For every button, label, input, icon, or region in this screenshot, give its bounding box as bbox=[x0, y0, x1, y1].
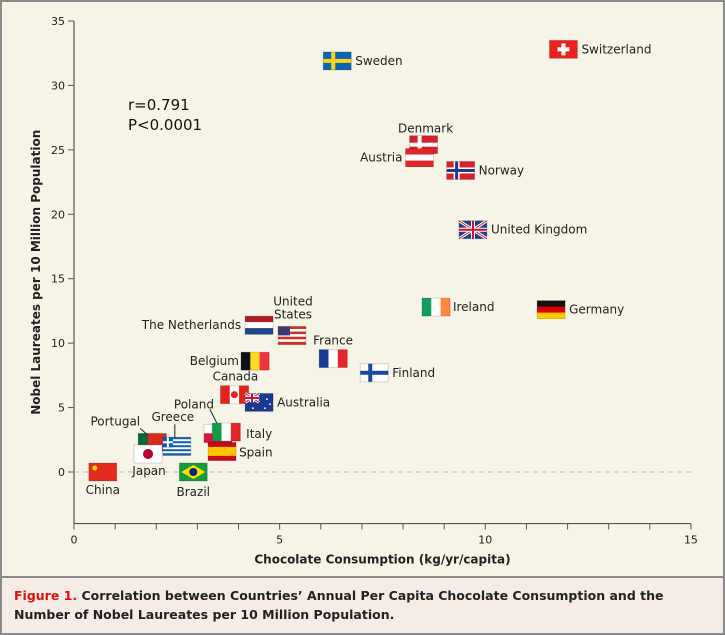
leader-line bbox=[209, 409, 219, 426]
x-tick-label: 5 bbox=[276, 534, 283, 547]
point-label: Japan bbox=[131, 464, 165, 478]
point-label: The Netherlands bbox=[141, 318, 241, 332]
y-tick-label: 20 bbox=[51, 208, 65, 221]
flag-china bbox=[88, 462, 118, 482]
flag-france bbox=[318, 349, 348, 369]
y-tick-label: 15 bbox=[51, 273, 65, 286]
point-label: Denmark bbox=[398, 122, 453, 136]
point-label: Portugal bbox=[90, 414, 140, 428]
leader-line bbox=[139, 427, 149, 436]
stat-annotation: P<0.0001 bbox=[128, 116, 202, 134]
point-label: Spain bbox=[239, 445, 273, 459]
point-label: Canada bbox=[213, 370, 259, 384]
x-tick-label: 15 bbox=[684, 534, 698, 547]
point-label: United bbox=[273, 294, 312, 308]
flag-belgium bbox=[240, 351, 270, 371]
point-label: United Kingdom bbox=[491, 223, 587, 237]
x-tick-label: 10 bbox=[478, 534, 492, 547]
flag-germany bbox=[536, 300, 566, 320]
point-label: France bbox=[313, 334, 353, 348]
flag-spain bbox=[207, 441, 237, 461]
point-label: Ireland bbox=[453, 300, 495, 314]
point-label: Sweden bbox=[355, 54, 402, 68]
flag-greece bbox=[162, 436, 192, 456]
scatter-chart: 0 5 10 15 0 5 10 15 20 25 30 35 Chocolate Consumptio… bbox=[29, 15, 698, 567]
point-label: China bbox=[86, 483, 120, 497]
flag-sweden bbox=[322, 51, 352, 71]
point-label: Belgium bbox=[190, 354, 239, 368]
flag-australia bbox=[244, 392, 274, 412]
x-axis-label: Chocolate Consumption (kg/yr/capita) bbox=[254, 553, 510, 567]
y-tick-label: 25 bbox=[51, 144, 65, 157]
point-label: Australia bbox=[277, 395, 330, 409]
y-tick-label: 10 bbox=[51, 337, 65, 350]
flag-norway bbox=[446, 160, 476, 180]
y-tick-label: 0 bbox=[58, 466, 65, 479]
stat-annotation: r=0.791 bbox=[128, 96, 190, 114]
flag-brazil bbox=[178, 462, 208, 482]
point-label: Brazil bbox=[177, 485, 211, 499]
flag-ireland bbox=[421, 297, 451, 317]
x-tick-label: 0 bbox=[71, 534, 78, 547]
flag-united-kingdom bbox=[458, 219, 488, 241]
flag-austria bbox=[404, 148, 434, 168]
flag-japan bbox=[133, 444, 163, 464]
caption-label: Figure 1. bbox=[14, 588, 78, 603]
flag-italy bbox=[211, 422, 241, 442]
point-label: Switzerland bbox=[581, 42, 651, 56]
caption-text: Correlation between Countries’ Annual Pe… bbox=[14, 588, 664, 622]
y-tick-label: 5 bbox=[58, 402, 65, 415]
y-axis-label: Nobel Laureates per 10 Million Populatio… bbox=[29, 130, 43, 415]
point-label: Austria bbox=[360, 151, 402, 165]
flag-switzerland bbox=[548, 39, 578, 59]
point-label: Finland bbox=[392, 366, 435, 380]
point-label: Germany bbox=[569, 303, 624, 317]
y-tick-label: 30 bbox=[51, 79, 65, 92]
y-tick-label: 35 bbox=[51, 15, 65, 28]
point-label: Poland bbox=[174, 397, 214, 411]
point-label: Norway bbox=[479, 163, 525, 177]
point-label: Italy bbox=[246, 427, 272, 441]
flag-the-netherlands bbox=[244, 315, 274, 335]
flag-united-states bbox=[277, 325, 307, 345]
figure-caption: Figure 1. Correlation between Countries’… bbox=[2, 576, 723, 633]
flag-finland bbox=[359, 363, 389, 383]
point-label: Greece bbox=[151, 410, 194, 424]
point-label: States bbox=[274, 307, 312, 321]
